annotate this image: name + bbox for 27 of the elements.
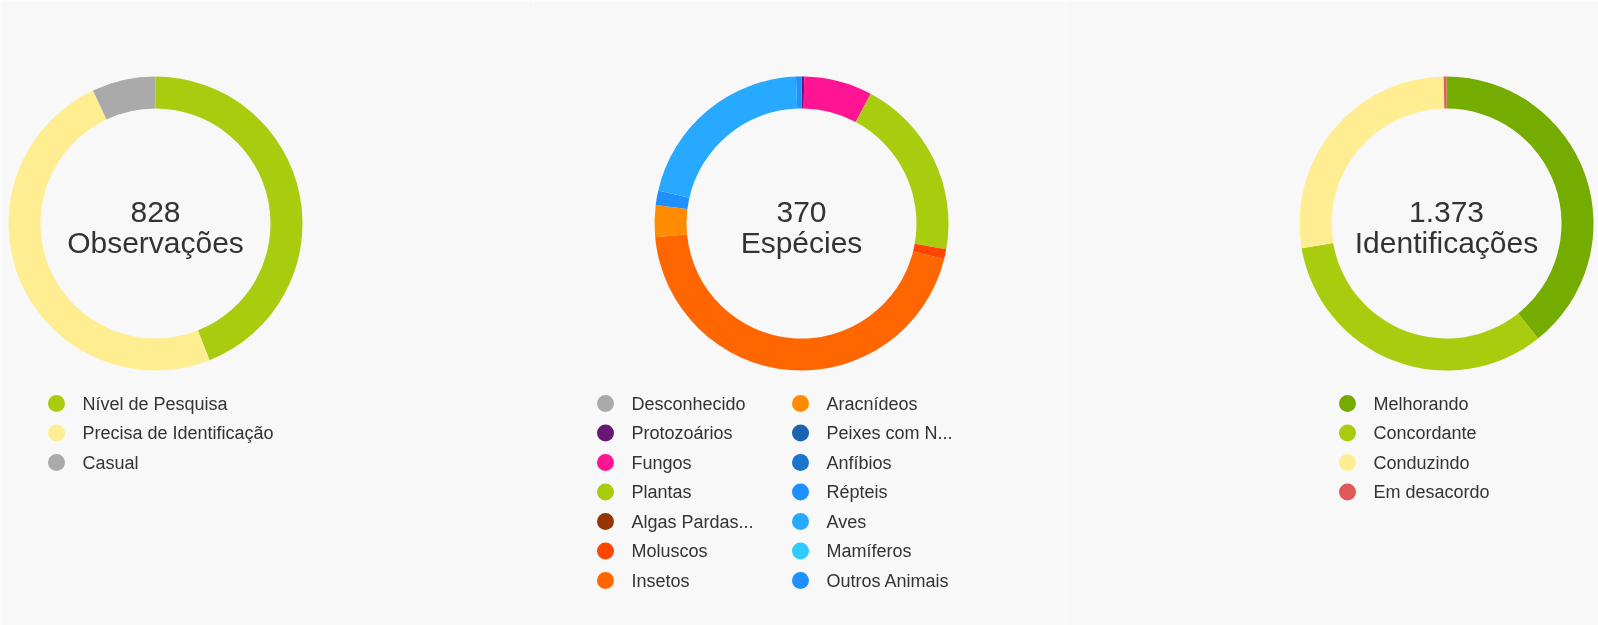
legend-label: Anfíbios <box>826 452 892 473</box>
legend-label: Aves <box>826 511 867 532</box>
text: Identificações <box>1354 225 1539 259</box>
legend-label: Concordante <box>1373 423 1477 443</box>
legend-label: Em desacordo <box>1373 482 1490 502</box>
legend-label: Desconhecido <box>631 393 746 414</box>
legend-label: Plantas <box>631 482 692 502</box>
text: 828 <box>130 194 181 228</box>
text: 1.373 <box>1408 194 1485 228</box>
legend-label: Peixes com N... <box>826 423 953 443</box>
legend-label: Algas Pardas... <box>631 511 754 532</box>
legend-label: Mamíferos <box>826 541 912 561</box>
legend-label: Outros Animais <box>826 570 949 591</box>
legend-label: Aracnídeos <box>826 393 918 414</box>
text: Espécies <box>740 225 863 259</box>
legend-label: Precisa de Identificação <box>82 423 274 443</box>
text: Observações <box>67 225 244 259</box>
legend-label: Moluscos <box>631 541 708 561</box>
legend-label: Protozoários <box>631 423 733 443</box>
legend-label: Nível de Pesquisa <box>82 393 229 414</box>
legend-label: Insetos <box>631 570 690 591</box>
legend-label: Casual <box>82 452 139 473</box>
legend-label: Melhorando <box>1373 393 1469 414</box>
legend-label: Conduzindo <box>1373 452 1470 473</box>
text: 370 <box>776 194 827 228</box>
legend-label: Répteis <box>826 482 888 502</box>
legend-label: Fungos <box>631 452 692 473</box>
